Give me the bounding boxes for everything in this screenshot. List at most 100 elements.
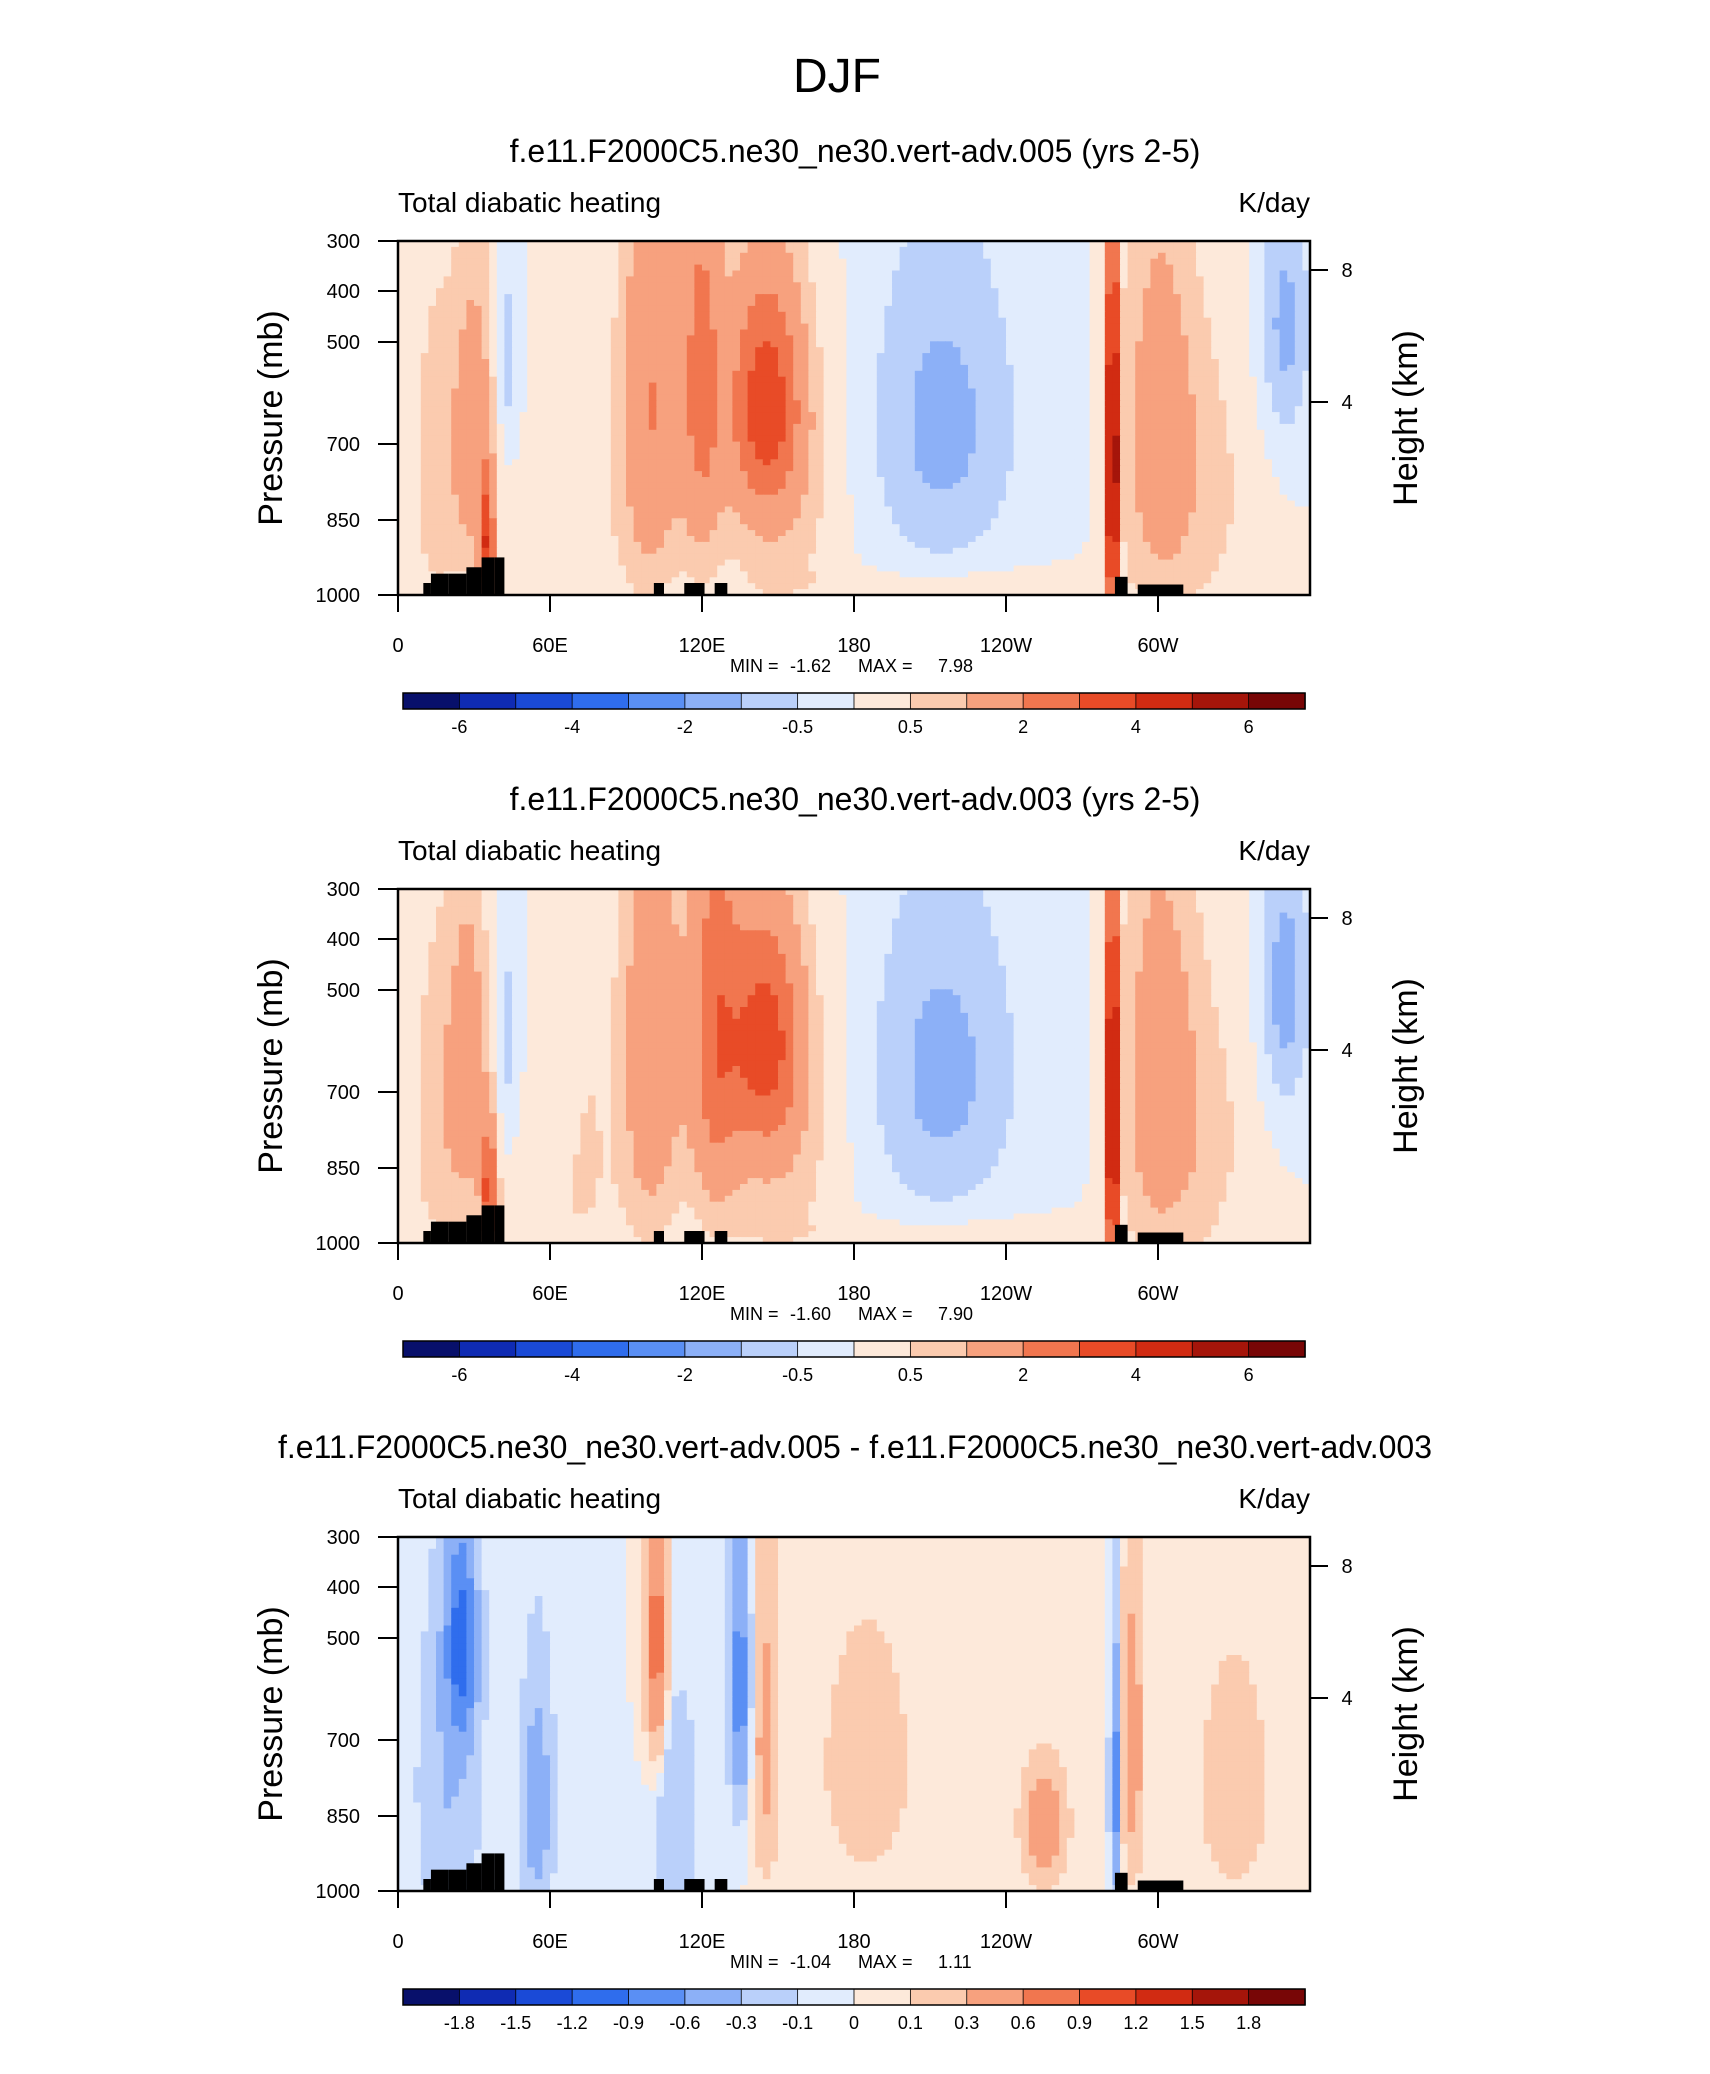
contour-cell xyxy=(884,347,893,354)
contour-cell xyxy=(405,347,414,354)
contour-cell xyxy=(588,317,597,325)
contour-cell xyxy=(1150,264,1159,272)
contour-cell xyxy=(595,329,604,336)
contour-cell xyxy=(1120,258,1129,266)
contour-cell xyxy=(451,477,460,484)
contour-cell xyxy=(420,341,429,348)
contour-cell xyxy=(1112,412,1121,419)
contour-cell xyxy=(436,300,445,307)
contour-cell xyxy=(474,270,483,277)
contour-cell xyxy=(512,347,521,354)
contour-cell xyxy=(588,246,597,254)
contour-cell xyxy=(474,435,483,443)
contour-cell xyxy=(778,412,787,419)
contour-cell xyxy=(740,288,749,295)
contour-cell xyxy=(952,276,961,283)
contour-cell xyxy=(1287,241,1296,248)
contour-cell xyxy=(618,459,627,466)
contour-cell xyxy=(474,465,483,472)
contour-cell xyxy=(800,335,809,342)
contour-cell xyxy=(398,252,407,260)
contour-cell xyxy=(717,335,726,342)
contour-cell xyxy=(1226,317,1235,325)
contour-cell xyxy=(398,305,407,313)
contour-cell xyxy=(1059,459,1068,466)
contour-cell xyxy=(861,364,870,372)
contour-cell xyxy=(1028,270,1037,277)
contour-cell xyxy=(458,482,467,490)
contour-cell xyxy=(724,382,733,390)
contour-cell xyxy=(458,447,467,454)
contour-cell xyxy=(512,453,521,460)
contour-cell xyxy=(1074,329,1083,336)
contour-cell xyxy=(1226,423,1235,431)
contour-cell xyxy=(945,258,954,266)
contour-cell xyxy=(892,270,901,277)
contour-cell xyxy=(952,370,961,378)
contour-cell xyxy=(1272,412,1281,419)
contour-cell xyxy=(1188,447,1197,454)
contour-cell xyxy=(998,353,1007,360)
contour-cell xyxy=(907,335,916,342)
contour-cell xyxy=(1082,305,1091,313)
contour-cell xyxy=(869,323,878,331)
contour-cell xyxy=(626,288,635,295)
contour-cell xyxy=(1203,412,1212,419)
contour-cell xyxy=(1089,241,1098,248)
contour-cell xyxy=(1074,412,1083,419)
contour-cell xyxy=(1234,441,1243,449)
contour-cell xyxy=(952,329,961,336)
contour-cell xyxy=(413,412,422,419)
contour-cell xyxy=(907,282,916,289)
contour-cell xyxy=(732,370,741,378)
contour-cell xyxy=(960,329,969,336)
contour-cell xyxy=(831,353,840,360)
contour-cell xyxy=(527,412,536,419)
contour-cell xyxy=(1249,453,1258,460)
contour-cell xyxy=(816,329,825,336)
contour-cell xyxy=(952,288,961,295)
contour-cell xyxy=(398,276,407,283)
contour-cell xyxy=(474,258,483,266)
contour-cell xyxy=(983,335,992,342)
contour-cell xyxy=(550,329,559,336)
contour-cell xyxy=(907,459,916,466)
contour-cell xyxy=(633,471,642,478)
contour-cell xyxy=(1021,370,1030,378)
contour-cell xyxy=(1082,412,1091,419)
contour-cell xyxy=(1044,353,1053,360)
contour-cell xyxy=(793,311,802,319)
contour-cell xyxy=(990,282,999,289)
contour-cell xyxy=(960,294,969,301)
contour-cell xyxy=(572,400,581,407)
contour-cell xyxy=(671,465,680,472)
contour-cell xyxy=(603,435,612,443)
contour-cell xyxy=(1028,471,1037,478)
contour-cell xyxy=(633,359,642,366)
contour-cell xyxy=(823,282,832,289)
contour-cell xyxy=(679,364,688,372)
contour-cell xyxy=(1142,441,1151,449)
contour-cell xyxy=(1142,418,1151,425)
contour-cell xyxy=(1196,364,1205,372)
contour-cell xyxy=(1279,400,1288,407)
contour-cell xyxy=(770,329,779,336)
contour-cell xyxy=(1272,252,1281,260)
contour-cell xyxy=(884,370,893,378)
contour-cell xyxy=(740,370,749,378)
contour-cell xyxy=(1112,435,1121,443)
contour-cell xyxy=(808,364,817,372)
contour-cell xyxy=(998,294,1007,301)
contour-cell xyxy=(1142,435,1151,443)
contour-cell xyxy=(945,288,954,295)
contour-cell xyxy=(428,359,437,366)
contour-cell xyxy=(1097,406,1106,413)
contour-cell xyxy=(1211,282,1220,289)
contour-cell xyxy=(1135,300,1144,307)
contour-cell xyxy=(664,429,673,437)
contour-cell xyxy=(618,429,627,437)
contour-cell xyxy=(656,317,665,325)
contour-cell xyxy=(595,264,604,272)
contour-cell xyxy=(1264,300,1273,307)
contour-cell xyxy=(983,282,992,289)
